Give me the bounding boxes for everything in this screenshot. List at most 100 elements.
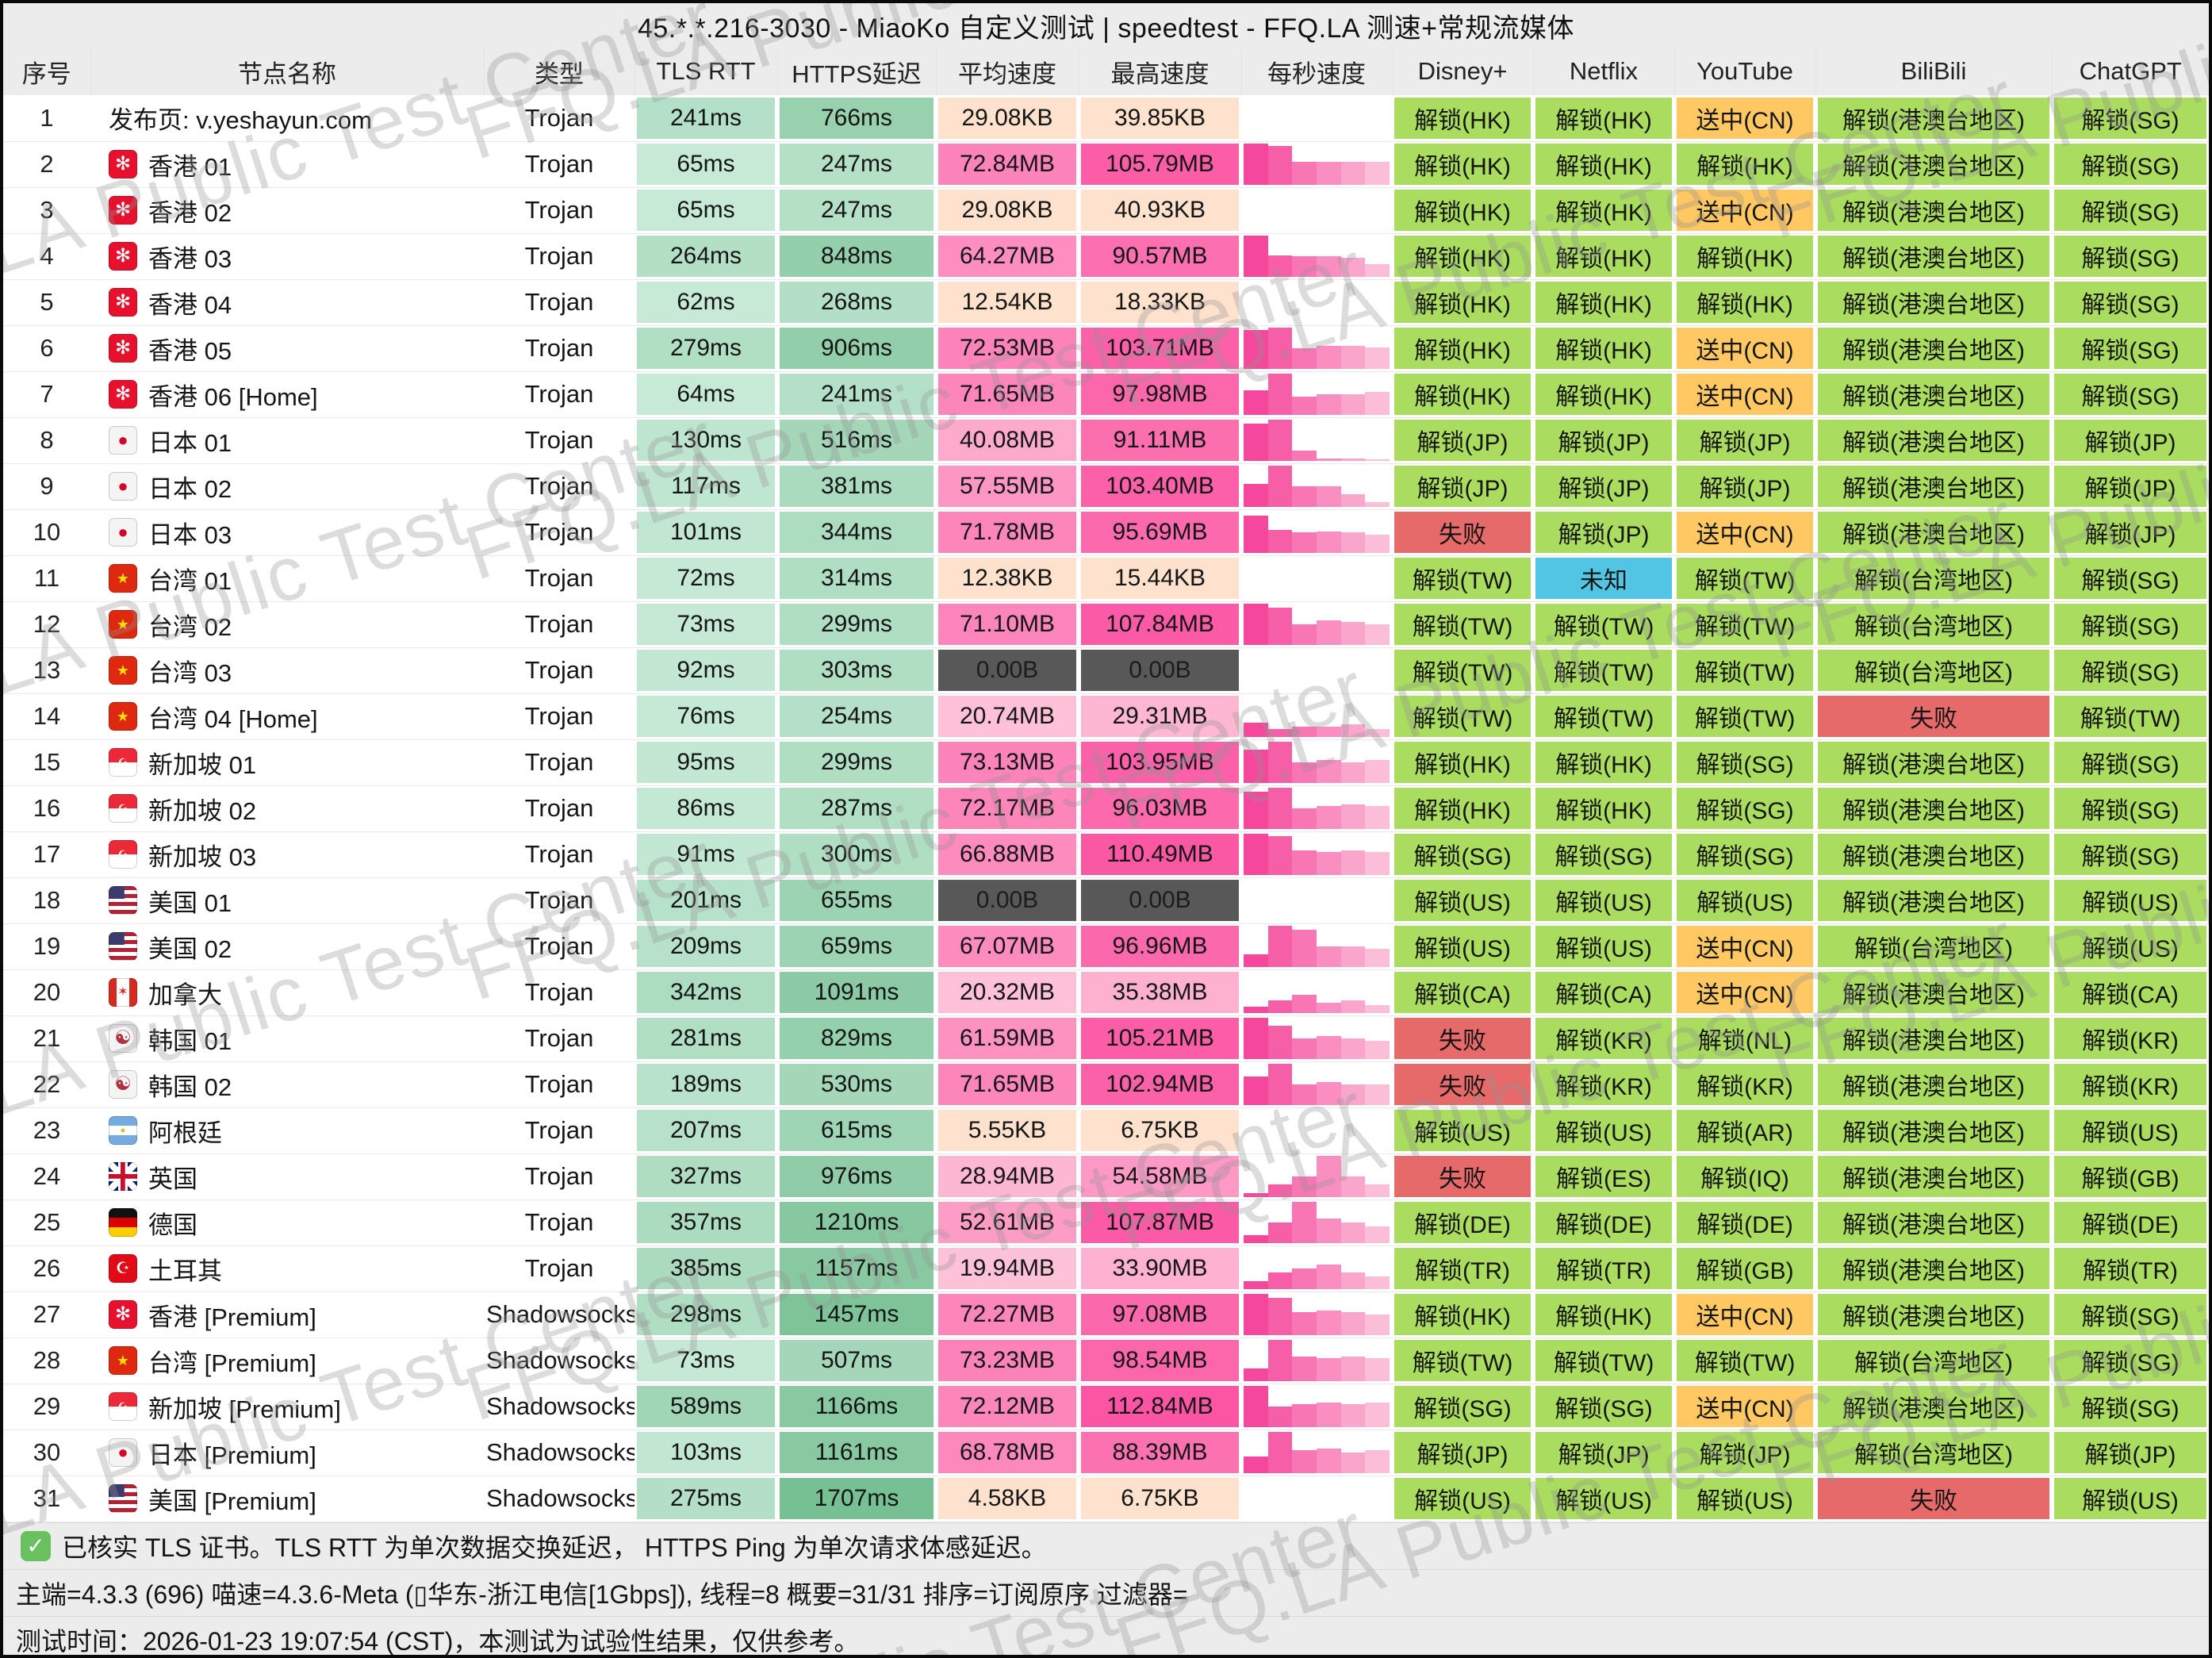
- cell-tls-rtt: 92ms: [634, 647, 777, 694]
- footer-test-time: 测试时间：2026-01-23 19:07:54 (CST)，本测试为试验性结果…: [3, 1615, 2209, 1655]
- cell-protocol-type: Trojan: [484, 1153, 634, 1200]
- cell-netflix-status: 解锁(CA): [1533, 969, 1674, 1016]
- per-second-speed-bars: [1244, 742, 1390, 783]
- cell-speed-sparkline: [1241, 1338, 1392, 1384]
- cell-tls-rtt: 209ms: [634, 923, 777, 970]
- cell-youtube-status: 送中(CN): [1674, 325, 1815, 372]
- cell-chatgpt-status: 解锁(TW): [2052, 693, 2209, 740]
- cell-netflix-status: 解锁(HK): [1533, 141, 1674, 188]
- cell-disney-status: 解锁(HK): [1392, 785, 1533, 832]
- table-row: 16 ☪ 新加坡 02 Trojan 86ms 287ms 72.17MB 96.03MB 解锁…: [3, 785, 2209, 832]
- cell-avg-speed: 72.53MB: [936, 325, 1079, 372]
- cell-disney-status: 解锁(JP): [1392, 1430, 1533, 1476]
- node-name-label: 台湾 01: [148, 566, 232, 595]
- cell-avg-speed: 72.84MB: [936, 141, 1079, 188]
- cell-protocol-type: Shadowsocks: [484, 1476, 634, 1522]
- cell-bilibili-status: 解锁(港澳台地区): [1815, 1384, 2052, 1430]
- cell-speed-sparkline: [1241, 601, 1392, 648]
- cell-max-speed: 107.87MB: [1079, 1199, 1241, 1246]
- cell-netflix-status: 解锁(DE): [1533, 1199, 1674, 1246]
- flag-icon-de: [109, 1208, 137, 1237]
- cell-node-name: ☪ 新加坡 01: [90, 739, 484, 786]
- column-header-bars: 每秒速度: [1240, 48, 1392, 95]
- cell-max-speed: 33.90MB: [1079, 1245, 1241, 1292]
- cell-avg-speed: 12.38KB: [936, 555, 1079, 602]
- flag-icon-kr: ☯: [109, 1070, 137, 1099]
- node-name-label: 新加坡 01: [148, 750, 257, 779]
- cell-netflix-status: 解锁(HK): [1533, 95, 1674, 142]
- cell-chatgpt-status: 解锁(DE): [2052, 1199, 2209, 1246]
- cell-max-speed: 110.49MB: [1079, 831, 1241, 878]
- per-second-speed-bars: [1244, 696, 1390, 737]
- column-header-netflix: Netflix: [1532, 48, 1674, 95]
- cell-tls-rtt: 189ms: [634, 1061, 777, 1108]
- cell-node-name: ★ 台湾 03: [90, 647, 484, 694]
- cell-disney-status: 解锁(HK): [1392, 739, 1533, 786]
- cell-avg-speed: 57.55MB: [936, 463, 1079, 510]
- flag-icon-kr: ☯: [109, 1024, 137, 1053]
- cell-avg-speed: 12.54KB: [936, 279, 1079, 326]
- cell-max-speed: 96.03MB: [1079, 785, 1241, 832]
- cell-tls-rtt: 95ms: [634, 739, 777, 786]
- cell-youtube-status: 送中(CN): [1674, 509, 1815, 556]
- cell-protocol-type: Trojan: [484, 1107, 634, 1154]
- column-header-tls: TLS RTT: [634, 48, 777, 95]
- table-row: 14 ★ 台湾 04 [Home] Trojan 76ms 254ms 20.74MB 29.…: [3, 693, 2209, 740]
- per-second-speed-bars: [1244, 1064, 1390, 1105]
- cell-chatgpt-status: 解锁(SG): [2052, 279, 2209, 326]
- table-row: 6 ✻ 香港 05 Trojan 279ms 906ms 72.53MB 103.71MB 解锁…: [3, 325, 2209, 372]
- cell-avg-speed: 29.08KB: [936, 95, 1079, 142]
- per-second-speed-bars: [1244, 190, 1390, 231]
- cell-node-name: ☯ 韩国 01: [90, 1015, 484, 1062]
- per-second-speed-bars: [1244, 466, 1390, 507]
- cell-speed-sparkline: [1241, 831, 1392, 878]
- cell-disney-status: 解锁(US): [1392, 923, 1533, 970]
- cell-max-speed: 103.40MB: [1079, 463, 1241, 510]
- cell-chatgpt-status: 解锁(JP): [2052, 509, 2209, 556]
- cell-index: 4: [3, 233, 90, 280]
- cell-node-name: 德国: [90, 1199, 484, 1246]
- cell-node-name: ✻ 香港 01: [90, 141, 484, 188]
- cell-disney-status: 解锁(HK): [1392, 371, 1533, 418]
- cell-https-latency: 615ms: [777, 1107, 936, 1154]
- cell-disney-status: 解锁(US): [1392, 1476, 1533, 1522]
- cell-disney-status: 失败: [1392, 1153, 1533, 1200]
- cell-tls-rtt: 73ms: [634, 1338, 777, 1384]
- cell-chatgpt-status: 解锁(SG): [2052, 141, 2209, 188]
- node-name-label: 日本 01: [148, 428, 232, 457]
- cell-protocol-type: Trojan: [484, 1245, 634, 1292]
- flag-icon-gb: [109, 1162, 137, 1191]
- cell-speed-sparkline: [1241, 647, 1392, 694]
- cell-speed-sparkline: [1241, 279, 1392, 326]
- cell-avg-speed: 72.12MB: [936, 1384, 1079, 1430]
- flag-icon-hk: ✻: [109, 1300, 137, 1329]
- cell-max-speed: 105.21MB: [1079, 1015, 1241, 1062]
- cell-youtube-status: 解锁(HK): [1674, 279, 1815, 326]
- cell-protocol-type: Trojan: [484, 141, 634, 188]
- flag-icon-cn: ★: [109, 656, 137, 685]
- cell-protocol-type: Trojan: [484, 233, 634, 280]
- cell-chatgpt-status: 解锁(SG): [2052, 187, 2209, 234]
- cell-speed-sparkline: [1241, 371, 1392, 418]
- cell-chatgpt-status: 解锁(SG): [2052, 555, 2209, 602]
- per-second-speed-bars: [1244, 1156, 1390, 1197]
- node-name-label: 香港 02: [148, 198, 232, 227]
- cell-max-speed: 102.94MB: [1079, 1061, 1241, 1108]
- cell-netflix-status: 解锁(HK): [1533, 325, 1674, 372]
- per-second-speed-bars: [1244, 236, 1390, 277]
- per-second-speed-bars: [1244, 1202, 1390, 1243]
- cell-max-speed: 107.84MB: [1079, 601, 1241, 648]
- cell-disney-status: 解锁(TW): [1392, 601, 1533, 648]
- per-second-speed-bars: [1244, 558, 1390, 599]
- node-name-label: 新加坡 [Premium]: [148, 1395, 341, 1423]
- cell-youtube-status: 解锁(US): [1674, 1476, 1815, 1522]
- cell-index: 31: [3, 1476, 90, 1522]
- per-second-speed-bars: [1244, 972, 1390, 1013]
- cell-avg-speed: 73.13MB: [936, 739, 1079, 786]
- cell-speed-sparkline: [1241, 1061, 1392, 1108]
- cell-speed-sparkline: [1241, 1384, 1392, 1430]
- per-second-speed-bars: [1244, 328, 1390, 369]
- cell-chatgpt-status: 解锁(JP): [2052, 417, 2209, 464]
- per-second-speed-bars: [1244, 834, 1390, 875]
